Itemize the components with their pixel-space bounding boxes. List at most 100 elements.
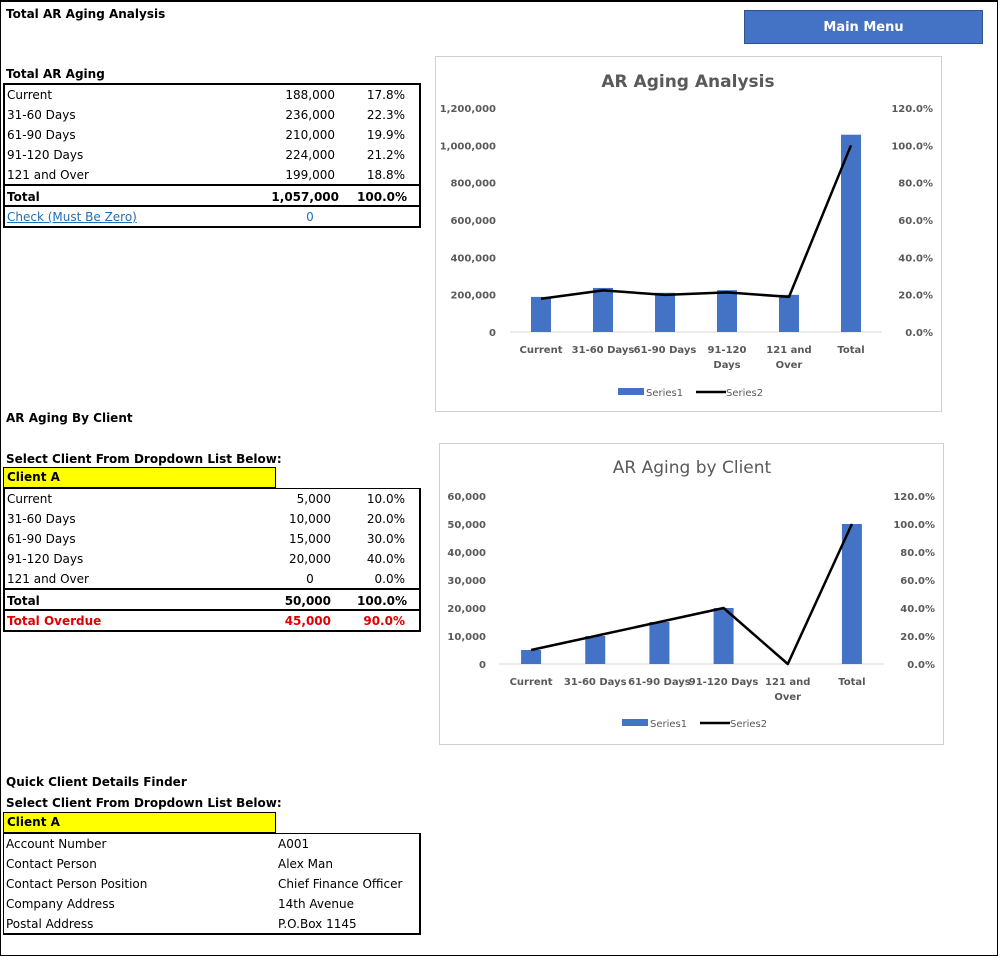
row-percent: 19.9%: [366, 128, 405, 142]
y-tick-label: 800,000: [450, 179, 496, 190]
detail-value: 14th Avenue: [278, 897, 354, 911]
y2-tick-label: 0.0%: [907, 660, 935, 671]
y-tick-label: 60,000: [447, 492, 486, 503]
client-dropdown[interactable]: Client A: [3, 467, 276, 488]
legend-series1-label: Series1: [646, 388, 683, 399]
row-label: 61-90 Days: [7, 532, 76, 546]
y2-tick-label: 60.0%: [898, 216, 933, 227]
y2-tick-label: 120.0%: [891, 104, 933, 115]
row-percent: 30.0%: [366, 532, 405, 546]
y-tick-label: 600,000: [450, 216, 496, 227]
check-value: 0: [306, 210, 314, 224]
total-percent: 100.0%: [357, 594, 407, 608]
row-percent: 20.0%: [366, 512, 405, 526]
x-tick-label: Current: [510, 677, 553, 688]
y2-tick-label: 20.0%: [900, 632, 935, 643]
y2-tick-label: 100.0%: [891, 141, 933, 152]
row-percent: 22.3%: [366, 108, 405, 122]
row-amount: 199,000: [285, 168, 335, 182]
row-percent: 18.8%: [366, 168, 405, 182]
detail-label: Contact Person Position: [6, 877, 148, 891]
row-amount: 10,000: [289, 512, 331, 526]
row-label: Current: [7, 88, 53, 102]
client-details-table: Account Number A001 Contact Person Alex …: [3, 833, 421, 935]
bar-6: [841, 524, 862, 664]
legend-series2-label: Series2: [726, 388, 763, 399]
y2-tick-label: 80.0%: [900, 548, 935, 559]
table-title-total-ar-aging: Total AR Aging: [6, 67, 105, 81]
x-tick-label: Total: [838, 677, 865, 688]
bar-3: [655, 292, 675, 332]
y-tick-label: 40,000: [447, 548, 486, 559]
detail-label: Company Address: [6, 897, 115, 911]
x-tick-label: Over: [774, 692, 801, 703]
row-amount: 5,000: [296, 492, 331, 506]
row-amount: 15,000: [289, 532, 331, 546]
y-tick-label: 400,000: [450, 253, 496, 264]
row-amount: 188,000: [285, 88, 335, 102]
row-amount: 20,000: [289, 552, 331, 566]
overdue-percent: 90.0%: [363, 614, 405, 628]
y2-tick-label: 20.0%: [898, 291, 933, 302]
x-tick-label: Total: [837, 345, 864, 356]
detail-value: Alex Man: [278, 857, 333, 871]
y-tick-label: 0: [479, 660, 486, 671]
row-percent: 17.8%: [366, 88, 405, 102]
divider: [5, 588, 419, 590]
total-ar-aging-table: Current 188,000 17.8% 31-60 Days 236,000…: [3, 83, 421, 228]
series2-line: [540, 144, 853, 301]
row-label: 61-90 Days: [7, 128, 76, 142]
bar-3: [649, 622, 670, 664]
bar-1: [521, 650, 542, 664]
y2-tick-label: 60.0%: [900, 576, 935, 587]
y2-tick-label: 0.0%: [905, 328, 933, 339]
ar-aging-analysis-chart: AR Aging Analysis 0 200,000 400,000 600,000 8…: [435, 56, 942, 412]
y2-tick-label: 40.0%: [898, 253, 933, 264]
legend-series1-swatch: [622, 719, 648, 726]
bar-6: [841, 134, 861, 332]
check-link[interactable]: Check (Must Be Zero): [7, 210, 137, 224]
y-tick-label: 1,200,000: [440, 104, 496, 115]
row-label: 91-120 Days: [7, 552, 84, 566]
y2-tick-label: 40.0%: [900, 604, 935, 615]
y-tick-label: 20,000: [447, 604, 486, 615]
row-percent: 0.0%: [374, 572, 406, 586]
detail-value: A001: [278, 837, 310, 851]
total-amount: 50,000: [284, 594, 331, 608]
bar-1: [531, 296, 551, 332]
row-amount: 236,000: [285, 108, 335, 122]
client-aging-table: Current 5,000 10.0% 31-60 Days 10,000 20…: [3, 488, 421, 632]
legend-series1-swatch: [618, 388, 644, 395]
detail-label: Account Number: [6, 837, 107, 851]
section-title-total-ar-aging-analysis: Total AR Aging Analysis: [6, 7, 166, 21]
row-amount: 210,000: [285, 128, 335, 142]
y-tick-label: 30,000: [447, 576, 486, 587]
total-percent: 100.0%: [357, 190, 407, 204]
divider: [5, 205, 419, 207]
row-label: 31-60 Days: [7, 512, 76, 526]
legend-series1-label: Series1: [650, 719, 687, 730]
y-tick-label: 0: [489, 328, 496, 339]
bar-4: [713, 608, 734, 664]
row-label: 31-60 Days: [7, 108, 76, 122]
main-menu-button[interactable]: Main Menu: [744, 10, 983, 44]
row-percent: 40.0%: [366, 552, 405, 566]
section-title-ar-aging-by-client: AR Aging By Client: [6, 411, 133, 425]
row-percent: 21.2%: [366, 148, 405, 162]
detail-label: Contact Person: [6, 857, 97, 871]
client-details-dropdown[interactable]: Client A: [3, 812, 276, 833]
bar-5: [779, 294, 799, 332]
chart-title: AR Aging Analysis: [601, 72, 774, 92]
row-amount: 0: [306, 572, 314, 586]
chart-title: AR Aging by Client: [613, 458, 772, 478]
y2-tick-label: 100.0%: [893, 520, 935, 531]
y-tick-label: 50,000: [447, 520, 486, 531]
ar-aging-by-client-chart: AR Aging by Client 0 10,000 20,000 30,000 40,…: [439, 443, 944, 745]
x-tick-label: Current: [519, 345, 562, 356]
divider: [5, 184, 419, 186]
x-tick-label: 91-120: [708, 345, 747, 356]
row-label: 121 and Over: [7, 168, 89, 182]
x-tick-label: 61-90 Days: [628, 677, 691, 688]
row-label: Current: [7, 492, 53, 506]
detail-value: P.O.Box 1145: [278, 917, 357, 931]
